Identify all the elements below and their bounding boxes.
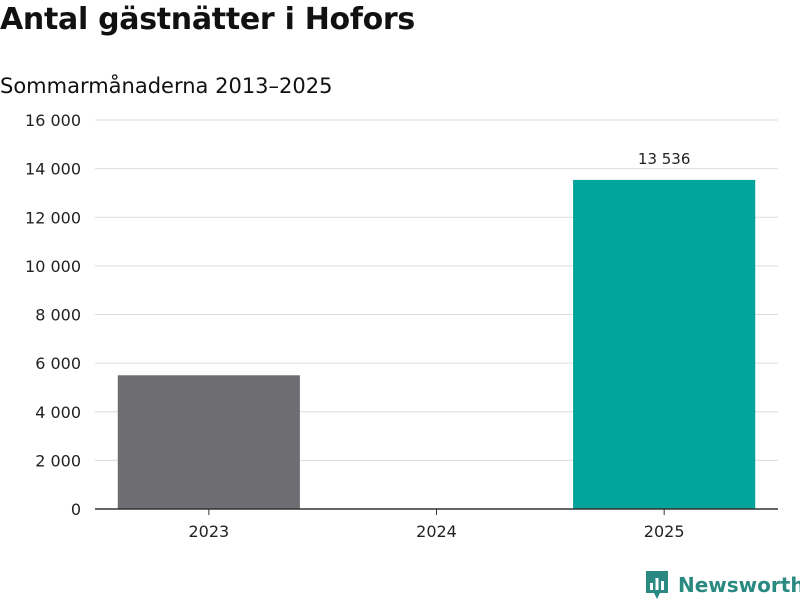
y-tick-label: 6 000 [35,354,81,373]
data-label: 13 536 [638,150,691,168]
y-tick-label: 0 [71,500,81,519]
y-tick-label: 14 000 [25,160,81,179]
x-tick-label: 2023 [188,522,229,541]
y-tick-label: 8 000 [35,306,81,325]
x-tick-label: 2025 [644,522,685,541]
chart-title: Antal gästnätter i Hofors [0,2,415,37]
bar-2025 [573,179,756,509]
y-tick-label: 4 000 [35,403,81,422]
y-tick-label: 2 000 [35,451,81,470]
y-tick-label: 10 000 [25,257,81,276]
bar-2023 [117,375,300,509]
brand-name: Newsworthy [678,573,800,597]
y-tick-label: 16 000 [25,111,81,130]
y-tick-label: 12 000 [25,208,81,227]
newsworthy-logo-icon [646,571,668,599]
brand-logo: Newsworthy [644,570,800,600]
chart-subtitle: Sommarmånaderna 2013–2025 [0,74,333,98]
x-tick-label: 2024 [416,522,457,541]
